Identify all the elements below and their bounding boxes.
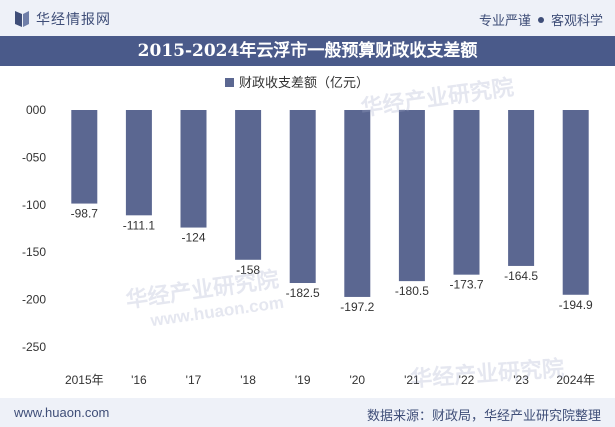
bar <box>453 110 480 275</box>
x-tick-label: '20 <box>349 373 365 387</box>
x-tick-label: '22 <box>459 373 475 387</box>
bar-value-label: -173.7 <box>449 278 483 292</box>
bar <box>344 110 371 297</box>
bar <box>180 110 207 228</box>
y-tick-label: -100 <box>22 198 46 212</box>
y-tick-label: 000 <box>26 103 46 117</box>
bar-chart: 财政收支差额（亿元） 000 -050 -100 -150 -200 -250 -98.7… <box>22 75 595 387</box>
y-tick-label: -250 <box>22 340 46 354</box>
x-tick-label: '23 <box>513 373 529 387</box>
x-tick-label: '21 <box>404 373 420 387</box>
legend: 财政收支差额（亿元） <box>225 75 369 90</box>
x-tick-label: 2015年 <box>65 373 104 387</box>
chart-title: 2015-2024年云浮市一般预算财政收支差额 <box>0 36 615 66</box>
bar-value-label: -98.7 <box>71 207 99 221</box>
bar <box>125 110 152 216</box>
y-tick-label: -200 <box>22 293 46 307</box>
legend-swatch <box>225 78 234 87</box>
bar <box>71 110 98 204</box>
bar <box>508 110 535 266</box>
tagline-left: 专业严谨 <box>478 13 531 28</box>
bar <box>235 110 262 260</box>
bar-value-label: -124 <box>181 231 205 245</box>
footer-website-link[interactable]: www.huaon.com <box>14 405 110 420</box>
x-tick-label: '19 <box>295 373 311 387</box>
footer-source: 数据来源：财政局，华经产业研究院整理 <box>366 408 601 423</box>
bar-value-label: -182.5 <box>286 286 320 300</box>
tagline: 专业严谨 客观科学 <box>479 10 603 29</box>
tagline-dot-icon <box>537 16 544 23</box>
x-tick-label: '18 <box>240 373 256 387</box>
bar-value-label: -158 <box>236 263 260 277</box>
tagline-right: 客观科学 <box>550 13 603 28</box>
brand-name: 华经情报网 <box>36 11 111 27</box>
x-tick-label: '16 <box>131 373 147 387</box>
bar <box>562 110 589 295</box>
bar-value-label: -164.5 <box>504 269 538 283</box>
bar-value-label: -194.9 <box>559 298 593 312</box>
bar-value-label: -197.2 <box>340 300 374 314</box>
top-bar: 华经情报网 专业严谨 客观科学 <box>0 0 615 36</box>
logo-icon <box>15 11 29 27</box>
brand-logo[interactable]: 华经情报网 <box>14 9 111 29</box>
bar <box>289 110 316 284</box>
y-tick-label: -150 <box>22 245 46 259</box>
legend-label: 财政收支差额（亿元） <box>239 75 369 90</box>
footer: www.huaon.com 数据来源：财政局，华经产业研究院整理 <box>0 398 615 427</box>
bar-value-label: -111.1 <box>123 218 156 232</box>
x-tick-label: 2024年 <box>556 373 595 387</box>
x-tick-label: '17 <box>186 373 202 387</box>
bar-value-label: -180.5 <box>395 284 429 298</box>
bar <box>398 110 425 282</box>
y-tick-label: -050 <box>22 150 46 164</box>
